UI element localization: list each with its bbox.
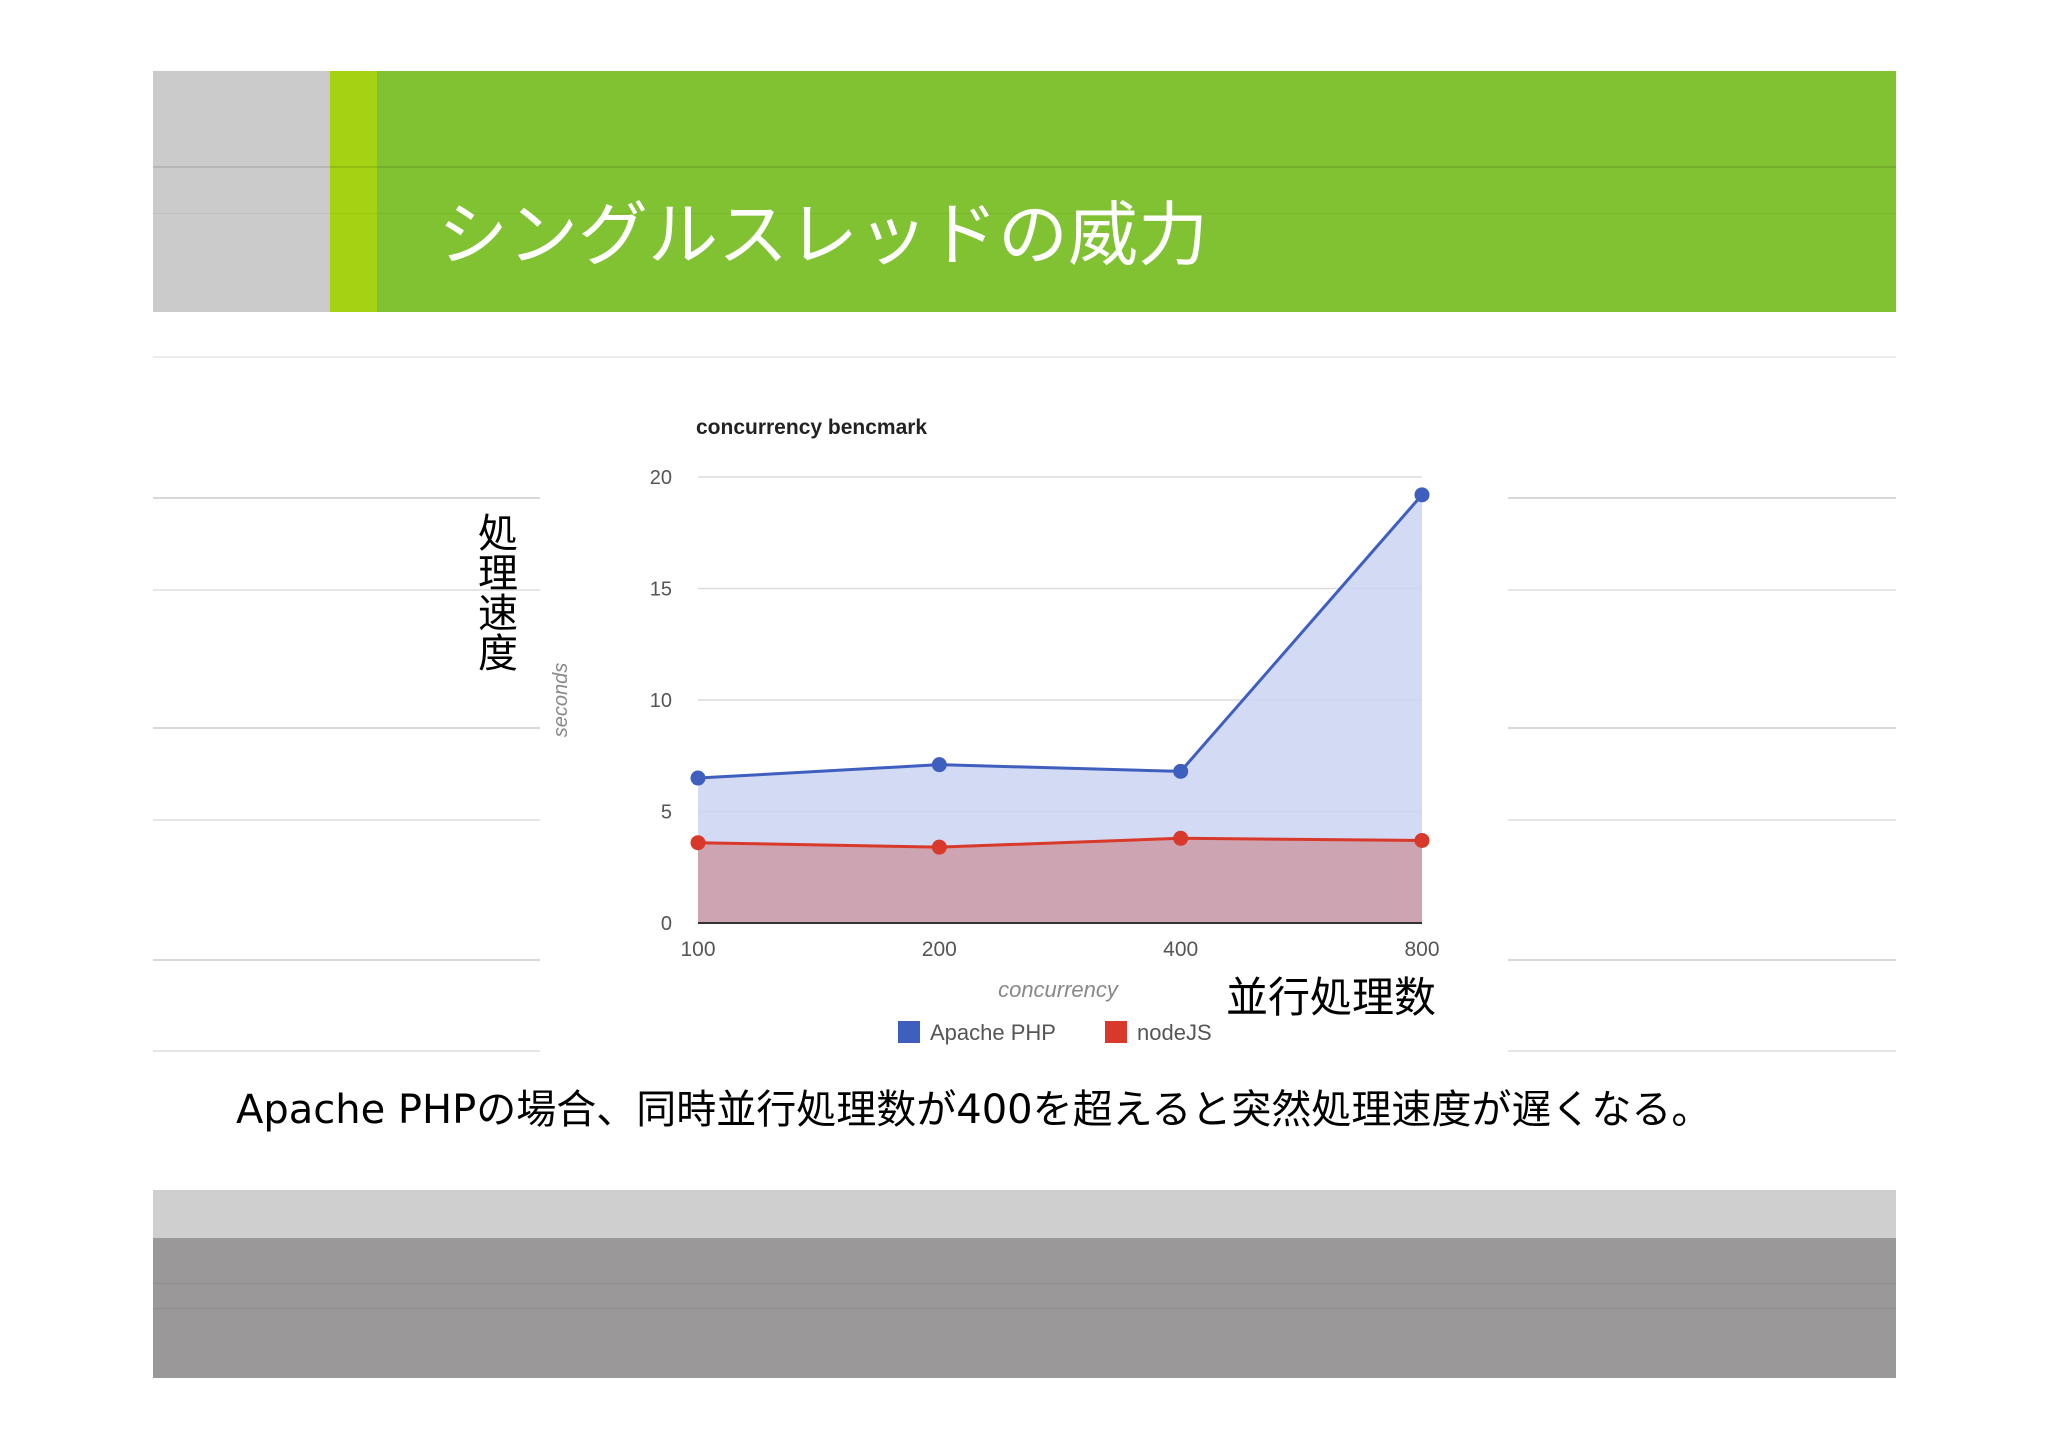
x-axis-label: concurrency bbox=[998, 977, 1120, 1002]
right-rule bbox=[1508, 727, 1896, 729]
data-point bbox=[1414, 487, 1430, 503]
header-divider-faint bbox=[153, 213, 1896, 214]
x-tick-label: 200 bbox=[922, 938, 957, 961]
legend-swatch bbox=[898, 1021, 920, 1043]
data-point bbox=[690, 835, 706, 851]
footer-light-band bbox=[153, 1190, 1896, 1238]
legend-label: nodeJS bbox=[1137, 1020, 1212, 1045]
y-tick-label: 15 bbox=[650, 579, 672, 601]
header-accent-bar bbox=[330, 71, 377, 312]
x-tick-label: 400 bbox=[1163, 938, 1198, 961]
data-point bbox=[1173, 830, 1189, 846]
right-rule bbox=[1508, 819, 1896, 821]
x-tick-label: 100 bbox=[680, 938, 715, 961]
x-tick-label: 800 bbox=[1404, 938, 1439, 961]
left-rule bbox=[153, 1050, 540, 1052]
left-rule bbox=[153, 497, 540, 499]
left-rule bbox=[153, 959, 540, 961]
header-banner bbox=[377, 71, 1896, 312]
y-axis-label: seconds bbox=[550, 663, 572, 738]
header-gray-block bbox=[153, 71, 330, 312]
right-rule bbox=[1508, 497, 1896, 499]
footer-divider bbox=[153, 1283, 1896, 1284]
left-rule bbox=[153, 727, 540, 729]
series-points bbox=[690, 487, 1430, 855]
x-axis-ticks: 100 200 400 800 bbox=[680, 938, 1439, 961]
data-point bbox=[690, 770, 706, 786]
x-axis-annotation: 並行処理数 bbox=[1226, 973, 1437, 1022]
data-point bbox=[1414, 832, 1430, 848]
y-axis-annotation: 処理速度 bbox=[471, 512, 517, 672]
y-tick-label: 0 bbox=[661, 913, 672, 935]
slide-caption: Apache PHPの場合、同時並行処理数が400を超えると突然処理速度が遅くな… bbox=[236, 1087, 1712, 1133]
left-rule bbox=[153, 819, 540, 821]
legend-label: Apache PHP bbox=[930, 1020, 1056, 1045]
y-tick-label: 5 bbox=[661, 802, 672, 824]
legend-swatch bbox=[1105, 1021, 1127, 1043]
series-areas bbox=[698, 494, 1422, 923]
data-point bbox=[1173, 763, 1189, 779]
data-point bbox=[931, 839, 947, 855]
right-rule bbox=[1508, 1050, 1896, 1052]
footer-divider bbox=[153, 1308, 1896, 1309]
series-line bbox=[697, 836, 1423, 849]
series-area bbox=[698, 838, 1422, 923]
header-divider bbox=[153, 166, 1896, 168]
footer-dark-band bbox=[153, 1238, 1896, 1378]
y-axis-ticks: 0 5 10 15 20 bbox=[650, 467, 672, 935]
slide-title: シングルスレッドの威力 bbox=[438, 194, 1208, 276]
right-rule bbox=[1508, 589, 1896, 591]
chart-legend: Apache PHP nodeJS bbox=[898, 1020, 1212, 1045]
series-lines bbox=[697, 493, 1424, 849]
y-tick-label: 20 bbox=[650, 467, 672, 489]
y-tick-label: 10 bbox=[650, 690, 672, 712]
data-point bbox=[931, 757, 947, 773]
series-area bbox=[698, 494, 1422, 923]
left-rule bbox=[153, 589, 540, 591]
right-rule bbox=[1508, 959, 1896, 961]
series-line bbox=[697, 493, 1424, 780]
content-top-rule bbox=[153, 356, 1896, 358]
chart-title: concurrency bencmark bbox=[696, 416, 927, 439]
